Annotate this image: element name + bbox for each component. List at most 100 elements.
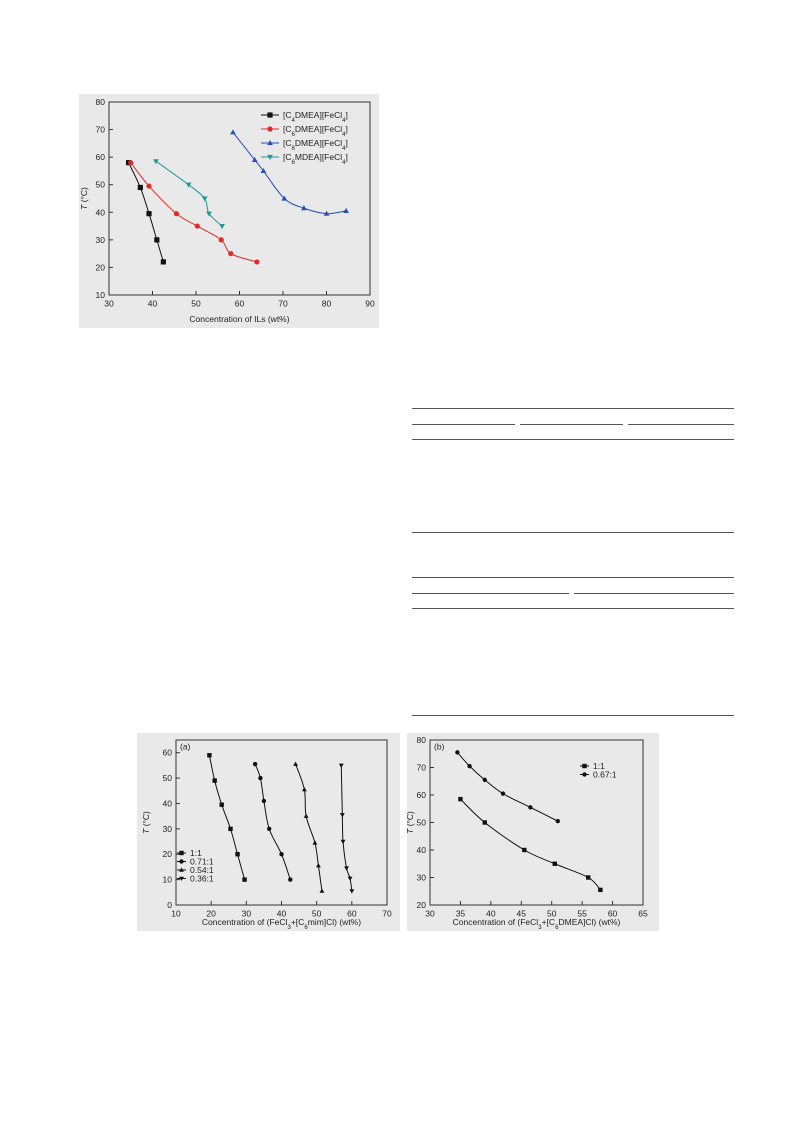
- y-tick-label: 30: [417, 872, 427, 882]
- data-point-circle: [582, 772, 587, 777]
- x-tick-label: 45: [517, 909, 527, 919]
- y-axis-label: T (°C): [141, 811, 151, 834]
- data-point-square: [219, 802, 224, 807]
- data-point-triangle-up: [319, 888, 325, 893]
- y-tick-label: 20: [417, 900, 427, 910]
- x-tick-label: 50: [547, 909, 557, 919]
- table-rule: [412, 439, 734, 440]
- y-tick-label: 20: [96, 262, 106, 272]
- data-point-circle: [500, 791, 506, 796]
- data-point-square: [179, 850, 184, 856]
- legend-label: 1:1: [190, 848, 202, 858]
- data-point-square: [267, 112, 273, 118]
- data-point-circle: [279, 852, 284, 857]
- figure-1: 30 40 50 60 70 80 90 10 20 30 40 50 60 70 80 Concentrat…: [79, 94, 379, 328]
- data-point-triangle-down: [338, 763, 344, 768]
- data-point-square: [582, 763, 587, 769]
- legend-label: [C6MDEA][FeCl4]: [283, 152, 348, 166]
- data-point-circle: [218, 237, 224, 243]
- data-point-circle: [482, 777, 487, 783]
- data-point-circle: [467, 763, 472, 769]
- panel-label: (a): [180, 742, 191, 752]
- data-point-square: [212, 778, 217, 783]
- y-tick-label: 40: [96, 207, 106, 217]
- y-tick-label: 70: [417, 762, 427, 772]
- y-tick-label: 10: [96, 290, 106, 300]
- y-tick-label: 30: [96, 235, 106, 245]
- plot-frame: [429, 739, 644, 906]
- data-point-square: [154, 237, 160, 243]
- data-point-triangle-down: [219, 223, 225, 230]
- table-rule: [412, 424, 515, 425]
- x-tick-label: 40: [486, 909, 496, 919]
- table-rule: [412, 532, 734, 533]
- x-tick-label: 35: [456, 909, 466, 919]
- data-point-circle: [128, 160, 134, 166]
- data-point-circle: [266, 826, 272, 832]
- y-tick-label: 60: [417, 790, 427, 800]
- table-2-rules: [412, 577, 734, 719]
- table-rule: [574, 593, 734, 594]
- data-point-circle: [267, 126, 273, 132]
- y-tick-label: 80: [96, 97, 106, 107]
- data-point-circle: [252, 761, 258, 767]
- y-tick-label: 50: [96, 180, 106, 190]
- data-point-triangle-down: [340, 839, 346, 845]
- data-point-square: [228, 826, 233, 832]
- y-tick-label: 70: [96, 125, 106, 135]
- chart-svg: 30 35 40 45 50 55 60 6520304050607080Concentrat…: [407, 735, 648, 931]
- data-point-triangle-down: [344, 866, 349, 871]
- y-tick-label: 0: [167, 900, 172, 910]
- data-point-square: [482, 820, 487, 825]
- y-tick-label: 50: [417, 817, 427, 827]
- legend-label: [C8DMEA][FeCl4]: [283, 138, 348, 152]
- table-rule: [412, 577, 734, 578]
- table-rule: [412, 608, 734, 609]
- x-tick-label: 70: [278, 299, 288, 309]
- data-point-triangle-up: [301, 205, 307, 211]
- x-tick-label: 90: [365, 299, 375, 309]
- data-point-triangle-up: [267, 140, 273, 146]
- data-point-circle: [146, 183, 152, 189]
- data-point-square: [586, 875, 591, 880]
- data-point-circle: [261, 798, 267, 804]
- panel-label: (b): [434, 742, 445, 752]
- data-point-circle: [258, 775, 263, 781]
- x-tick-label: 80: [322, 299, 332, 309]
- legend-label: [C6DMEA][FeCl4]: [283, 124, 348, 138]
- data-point-triangle-up: [281, 195, 288, 201]
- x-tick-label: 60: [235, 299, 245, 309]
- x-tick-label: 50: [312, 909, 322, 919]
- data-point-triangle-up: [312, 840, 318, 845]
- data-point-square: [207, 753, 212, 758]
- data-point-triangle-up: [179, 867, 184, 872]
- data-point-triangle-up: [316, 863, 321, 868]
- data-point-square: [552, 861, 557, 866]
- data-point-triangle-down: [347, 876, 353, 881]
- legend-label: [C4DMEA][FeCl4]: [283, 110, 348, 124]
- data-point-circle: [455, 750, 460, 755]
- x-tick-label: 70: [382, 909, 392, 919]
- data-point-triangle-up: [293, 761, 298, 766]
- legend-label: 0.71:1: [190, 856, 214, 866]
- data-point-triangle-down: [206, 211, 212, 217]
- x-tick-label: 55: [577, 909, 587, 919]
- y-tick-label: 40: [163, 798, 173, 808]
- table-rule: [628, 424, 734, 425]
- data-point-triangle-up: [323, 210, 330, 216]
- x-tick-label: 50: [191, 299, 201, 309]
- data-point-square: [137, 184, 143, 191]
- data-point-triangle-down: [179, 876, 184, 882]
- data-point-triangle-down: [267, 154, 273, 160]
- series-line: [295, 763, 323, 892]
- data-point-triangle-up: [251, 156, 258, 162]
- chart-svg: 30 40 50 60 70 80 90 10 20 30 40 50 60 70 80 Concentrat…: [79, 97, 375, 324]
- data-point-square: [598, 887, 603, 893]
- data-point-square: [522, 847, 527, 853]
- data-point-circle: [228, 251, 234, 257]
- x-tick-label: 30: [425, 909, 435, 919]
- data-point-circle: [179, 859, 184, 864]
- data-point-circle: [173, 211, 180, 217]
- data-point-square: [242, 877, 247, 882]
- data-point-triangle-up: [343, 207, 349, 213]
